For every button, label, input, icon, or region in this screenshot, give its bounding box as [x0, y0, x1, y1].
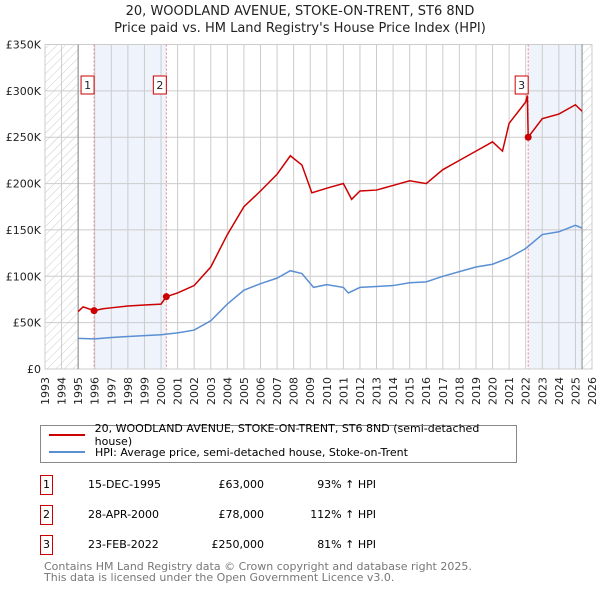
x-tick-label: 2013	[371, 377, 384, 405]
x-tick-label: 2000	[155, 377, 168, 405]
sale-label: 2	[156, 79, 163, 92]
x-tick-label: 2005	[238, 377, 251, 405]
x-tick-label: 2019	[470, 377, 483, 405]
sale-point	[524, 133, 532, 141]
x-tick-label: 1996	[89, 377, 102, 405]
sale-price: £78,000	[218, 508, 265, 521]
x-tick-label: 1993	[39, 377, 52, 405]
chart-title: 20, WOODLAND AVENUE, STOKE-ON-TRENT, ST6…	[125, 4, 475, 19]
x-tick-label: 2018	[453, 377, 466, 405]
sale-point	[90, 307, 98, 315]
ownership-band	[528, 44, 583, 369]
sale-price: £250,000	[211, 538, 265, 551]
x-tick-label: 2020	[487, 377, 500, 405]
sale-row: 2 28-APR-2000 £78,000 112% ↑ HPI	[40, 505, 440, 525]
x-tick-label: 2021	[503, 377, 516, 405]
sale-label-box	[80, 75, 95, 95]
x-tick-label: 2012	[354, 377, 367, 405]
sale-row: 1 15-DEC-1995 £63,000 93% ↑ HPI	[40, 475, 440, 495]
ownership-band	[94, 44, 167, 369]
hpi-line	[78, 224, 583, 340]
x-tick-label: 1998	[122, 377, 135, 405]
sale-label-box	[152, 75, 167, 95]
legend-swatch	[49, 434, 85, 436]
sale-marker-badge: 1	[40, 475, 53, 495]
legend-label: 20, WOODLAND AVENUE, STOKE-ON-TRENT, ST6…	[94, 422, 480, 448]
y-tick-label: £200K	[6, 178, 42, 191]
x-tick-label: 2014	[387, 377, 400, 405]
property-price-line	[77, 95, 583, 313]
legend: 20, WOODLAND AVENUE, STOKE-ON-TRENT, ST6…	[40, 422, 517, 463]
footer-copyright: Contains HM Land Registry data © Crown c…	[44, 560, 472, 573]
sale-date: 23-FEB-2022	[88, 538, 159, 551]
x-tick-label: 2010	[321, 377, 334, 405]
price-chart: 1993 1994 1995 1996 1997 1998 1999 2000 2001 2002…	[6, 39, 599, 406]
legend-item-hpi: HPI: Average price, semi-detached house,…	[49, 444, 408, 460]
sale-hpi-change: 81% ↑ HPI	[317, 538, 376, 551]
sale-marker-badge: 3	[40, 535, 53, 555]
chart-subtitle: Price paid vs. HM Land Registry's House …	[114, 21, 486, 36]
x-tick-label: 2016	[420, 377, 433, 405]
y-tick-label: £50K	[13, 317, 42, 330]
sale-label: 1	[84, 79, 91, 92]
x-tick-label: 2017	[437, 377, 450, 405]
x-tick-label: 2007	[271, 377, 284, 405]
x-tick-label: 2009	[304, 377, 317, 405]
x-tick-label: 2023	[536, 377, 549, 405]
x-tick-label: 2003	[205, 377, 218, 405]
footer-licence: This data is licensed under the Open Gov…	[44, 571, 395, 584]
x-tick-label: 2008	[288, 377, 301, 405]
x-tick-label: 2025	[569, 377, 582, 405]
plot-border	[44, 44, 593, 370]
sale-date: 28-APR-2000	[88, 508, 160, 521]
sale-row: 3 23-FEB-2022 £250,000 81% ↑ HPI	[40, 535, 440, 555]
x-tick-label: 1995	[72, 377, 85, 405]
x-tick-label: 2022	[520, 377, 533, 405]
sale-marker-badge: 2	[40, 505, 53, 525]
footer: Contains HM Land Registry data © Crown c…	[44, 561, 472, 583]
y-tick-label: £350K	[6, 39, 42, 52]
x-tick-label: 2004	[221, 377, 234, 405]
x-tick-label: 2002	[188, 377, 201, 405]
x-tick-label: 2001	[172, 377, 185, 405]
legend-swatch	[49, 451, 85, 453]
sale-label: 3	[518, 79, 525, 92]
x-tick-label: 1994	[56, 377, 69, 405]
y-tick-label: £100K	[6, 270, 42, 283]
y-tick-label: £150K	[6, 224, 42, 237]
x-tick-label: 2011	[337, 377, 350, 405]
legend-item-property: 20, WOODLAND AVENUE, STOKE-ON-TRENT, ST6…	[49, 422, 516, 448]
sale-point	[162, 293, 170, 301]
sale-date: 15-DEC-1995	[88, 478, 162, 491]
sale-price: £63,000	[218, 478, 265, 491]
x-tick-label: 2024	[553, 377, 566, 405]
y-tick-label: £300K	[6, 85, 42, 98]
sale-hpi-change: 93% ↑ HPI	[317, 478, 376, 491]
no-data-region	[582, 44, 592, 369]
y-tick-label: £250K	[6, 131, 42, 144]
x-tick-label: 1999	[138, 377, 151, 405]
x-tick-label: 2026	[586, 377, 599, 405]
x-tick-label: 2015	[404, 377, 417, 405]
y-tick-label: £0	[27, 363, 41, 376]
x-tick-label: 1997	[105, 377, 118, 405]
sale-label-box	[514, 75, 529, 95]
sale-hpi-change: 112% ↑ HPI	[310, 508, 376, 521]
legend-label: HPI: Average price, semi-detached house,…	[95, 445, 408, 459]
x-tick-label: 2006	[254, 377, 267, 405]
